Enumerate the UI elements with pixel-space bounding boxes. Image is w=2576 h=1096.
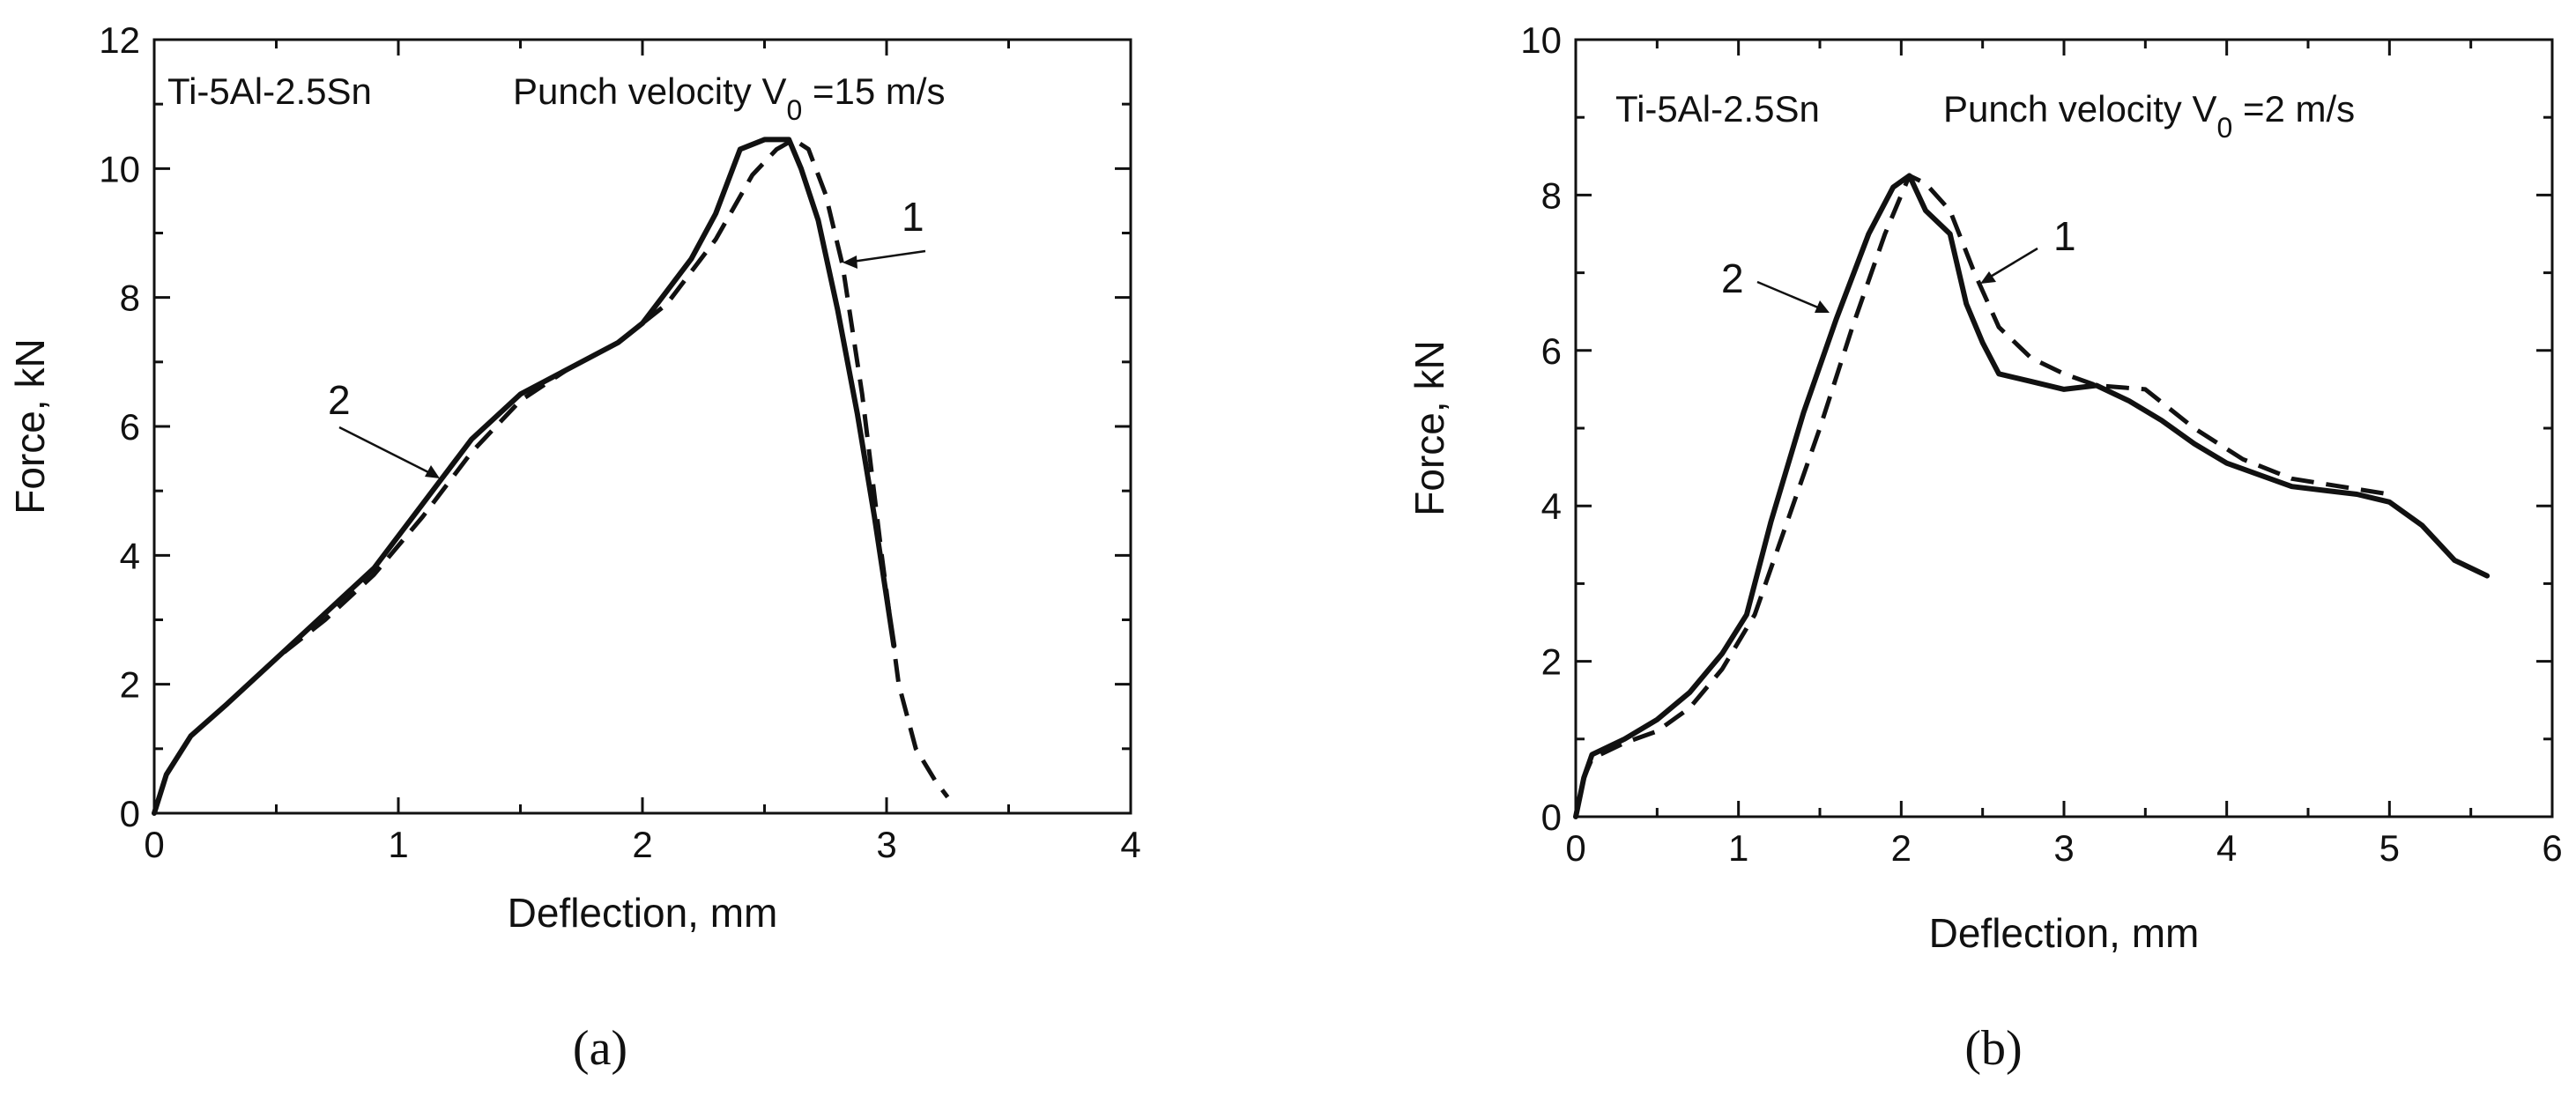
annotation-velocity-b: Punch velocity V0 =2 m/s (1943, 88, 2355, 144)
curve-label-1-b: 1 (2053, 213, 2076, 259)
velocity-prefix-b: Punch velocity V (1943, 88, 2217, 130)
curve-pointer-1-a (845, 249, 926, 264)
series-line-1-a (152, 137, 950, 814)
x-tick-label: 2 (632, 824, 652, 865)
series-line-2-b (1573, 173, 2491, 819)
curve-label-2-b: 2 (1721, 255, 1744, 301)
velocity-sub-b: 0 (2217, 112, 2233, 144)
x-tick-label: 4 (1120, 824, 1140, 865)
y-tick-label: 6 (120, 406, 140, 448)
x-tick-label: 1 (388, 824, 408, 865)
x-tick-label: 0 (1565, 827, 1585, 869)
velocity-prefix-a: Punch velocity V (513, 70, 787, 112)
y-axis-title-b: Force, kN (1407, 340, 1452, 515)
series-group-a (152, 137, 950, 816)
plot-frame-b (1574, 38, 2554, 818)
y-tick-label: 12 (99, 19, 140, 61)
x-tick-label: 3 (876, 824, 896, 865)
y-tick-label: 8 (120, 278, 140, 319)
velocity-suffix-b: =2 m/s (2232, 88, 2355, 130)
series-group-b (1573, 173, 2491, 819)
curve-pointer-2-b (1756, 280, 1825, 312)
x-tick-label: 5 (2379, 827, 2400, 869)
y-tick-label: 2 (1541, 641, 1562, 683)
annotation-material-a: Ti-5Al-2.5Sn (167, 70, 372, 112)
x-tick-label: 1 (1728, 827, 1748, 869)
y-tick-label: 10 (99, 148, 140, 189)
annotation-velocity-a: Punch velocity V0 =15 m/s (513, 70, 946, 126)
y-tick-label: 4 (1541, 485, 1562, 527)
curve-arrowhead-2-a (425, 465, 440, 478)
y-tick-label: 4 (120, 535, 140, 576)
series-line-1-b (1573, 173, 2390, 818)
y-axis-title-a: Force, kN (7, 338, 53, 514)
curve-pointer-1-b (1984, 247, 2038, 282)
curve-arrowhead-2-b (1815, 300, 1830, 313)
x-tick-label: 4 (2216, 827, 2237, 869)
panel-label-b: (b) (1964, 1021, 2022, 1076)
x-tick-label: 2 (1891, 827, 1912, 869)
curve-label-1-a: 1 (902, 194, 924, 240)
y-tick-label: 6 (1541, 330, 1562, 372)
y-tick-label: 2 (120, 664, 140, 706)
y-tick-label: 0 (1541, 796, 1562, 838)
x-tick-label: 6 (2542, 827, 2562, 869)
panel-label-a: (a) (573, 1021, 627, 1076)
x-axis-title-b: Deflection, mm (1929, 910, 2200, 956)
y-tick-label: 0 (120, 793, 140, 834)
x-tick-label: 3 (2053, 827, 2074, 869)
velocity-sub-a: 0 (787, 94, 803, 126)
curve-pointer-2-a (338, 426, 436, 478)
series-line-2-a (152, 137, 897, 816)
curve-arrowhead-1-a (843, 255, 857, 269)
curve-label-2-a: 2 (328, 377, 351, 423)
annotation-material-b: Ti-5Al-2.5Sn (1615, 88, 1820, 130)
y-tick-label: 8 (1541, 174, 1562, 216)
curve-arrowhead-1-b (1980, 271, 1996, 284)
y-tick-label: 10 (1520, 19, 1562, 61)
plot-frame-a (152, 38, 1132, 815)
x-axis-title-a: Deflection, mm (508, 890, 778, 936)
velocity-suffix-a: =15 m/s (802, 70, 945, 112)
x-tick-label: 0 (144, 824, 164, 865)
